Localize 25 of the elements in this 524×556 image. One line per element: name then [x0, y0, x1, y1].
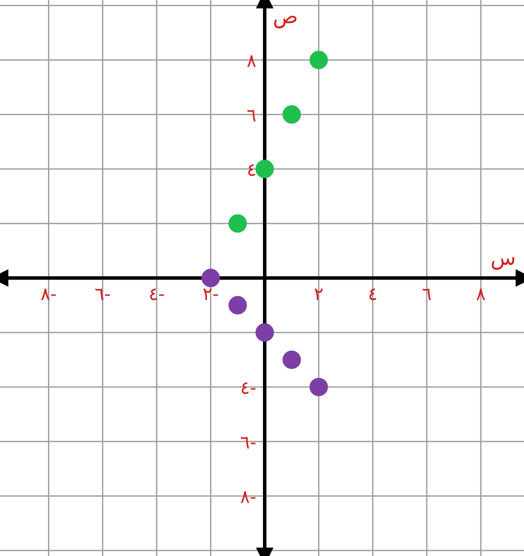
y-axis-title: ص	[274, 16, 296, 28]
x-tick-label: ٤-	[150, 288, 164, 300]
y-tick-label: ٤-	[242, 382, 256, 394]
x-tick-label: ٢-	[203, 288, 218, 300]
point	[282, 350, 301, 369]
point	[310, 50, 328, 70]
x-tick-label: ٢	[314, 288, 323, 300]
x-tick-label: ٨-	[41, 288, 56, 300]
point	[282, 105, 301, 124]
x-tick-label: ٤	[369, 288, 376, 300]
y-tick-label: ٦-	[240, 436, 256, 448]
x-tick-label: ٨	[476, 288, 486, 300]
point	[256, 160, 274, 178]
point	[228, 214, 247, 233]
y-tick-label: ٦	[247, 110, 256, 122]
y-tick-label: ٨	[247, 55, 256, 67]
point	[201, 268, 220, 288]
point	[256, 323, 274, 342]
y-tick-label: ٤	[248, 164, 255, 176]
x-tick-label: ٦	[422, 288, 431, 300]
y-tick-label: ٨-	[240, 491, 256, 503]
x-axis-title: س	[492, 257, 514, 270]
point	[228, 296, 247, 314]
point	[310, 378, 328, 396]
x-tick-label: ٦-	[95, 288, 110, 300]
